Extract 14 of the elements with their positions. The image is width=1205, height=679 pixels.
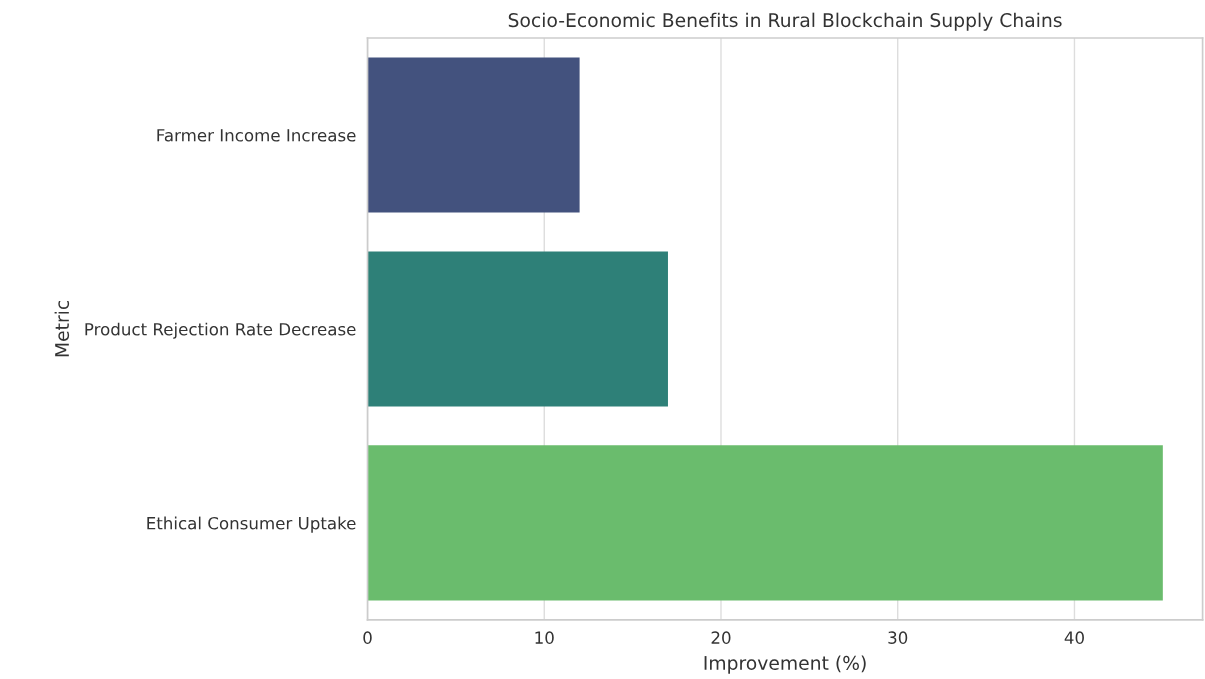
y-axis-title: Metric — [54, 300, 70, 357]
y-tick-label: Farmer Income Increase — [157, 129, 356, 142]
bar — [367, 251, 668, 407]
x-tick-label: 40 — [1064, 631, 1084, 644]
x-axis-title: Improvement (%) — [704, 655, 866, 674]
y-tick-label: Product Rejection Rate Decrease — [85, 322, 356, 339]
x-tick-label: 0 — [363, 631, 372, 644]
bar — [367, 445, 1163, 601]
x-tick-label: 20 — [711, 631, 731, 644]
chart-title: Socio-Economic Benefits in Rural Blockchain Supply Chains — [508, 12, 1062, 31]
y-tick-label: Ethical Consumer Uptake — [147, 516, 356, 533]
x-tick-label: 30 — [888, 631, 908, 644]
bar — [367, 57, 580, 213]
x-tick-label: 10 — [535, 631, 554, 644]
